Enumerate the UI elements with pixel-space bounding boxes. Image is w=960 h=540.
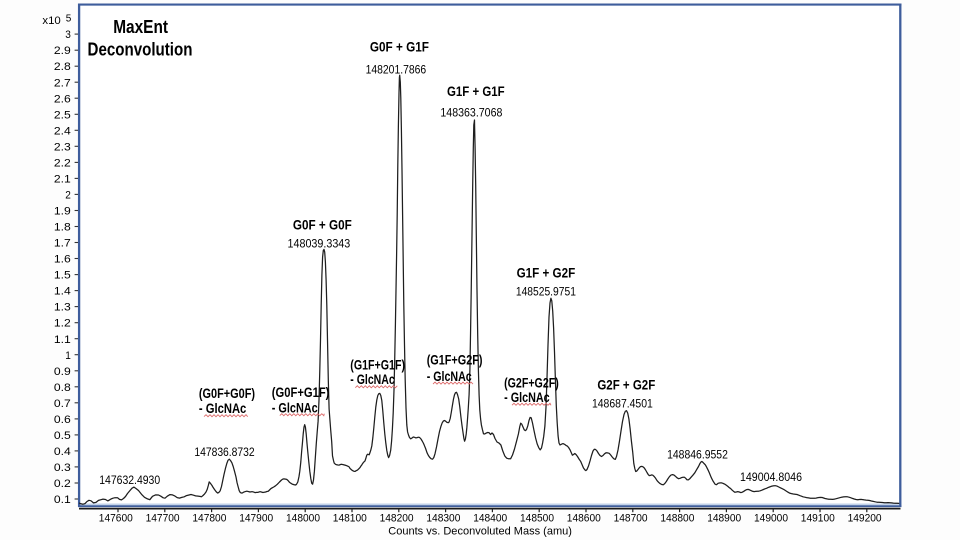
svg-text:1.3: 1.3 [54,302,71,314]
svg-text:148201.7866: 148201.7866 [366,65,427,77]
svg-text:G0F + G1F: G0F + G1F [370,39,429,55]
svg-text:1.4: 1.4 [54,286,71,298]
svg-text:147600: 147600 [99,512,133,524]
svg-text:0.8: 0.8 [54,382,71,394]
svg-text:1.8: 1.8 [54,222,71,234]
svg-text:148687.4501: 148687.4501 [592,398,653,410]
svg-text:1.6: 1.6 [54,254,71,266]
svg-text:0.9: 0.9 [54,366,71,378]
svg-text:148700: 148700 [614,512,648,524]
svg-text:G2F + G2F: G2F + G2F [597,377,655,393]
svg-text:148800: 148800 [660,512,694,524]
svg-text:2.6: 2.6 [54,93,71,105]
svg-text:- GlcNAc: - GlcNAc [350,372,394,388]
svg-text:2: 2 [65,190,71,202]
svg-text:1: 1 [65,350,71,362]
svg-text:2.4: 2.4 [54,125,71,137]
svg-text:147836.8732: 147836.8732 [194,447,254,459]
svg-text:x10: x10 [42,15,60,27]
svg-text:149200: 149200 [848,512,882,524]
svg-text:148363.7068: 148363.7068 [440,107,502,119]
svg-text:1.1: 1.1 [54,334,71,346]
svg-text:MaxEnt: MaxEnt [113,16,168,37]
svg-text:2.9: 2.9 [54,45,71,57]
svg-text:- GlcNAc: - GlcNAc [504,390,550,406]
svg-text:1.5: 1.5 [54,270,71,282]
svg-text:- GlcNAc: - GlcNAc [199,401,246,417]
svg-text:2.1: 2.1 [54,173,71,185]
svg-text:148900: 148900 [707,512,741,524]
svg-text:3: 3 [65,29,71,41]
svg-text:(G1F+G2F): (G1F+G2F) [427,352,483,368]
svg-text:149100: 149100 [801,512,835,524]
svg-text:149000: 149000 [754,512,788,524]
svg-text:0.4: 0.4 [54,446,71,458]
svg-text:0.2: 0.2 [54,478,71,490]
svg-text:G1F + G1F: G1F + G1F [447,84,505,100]
svg-text:1.7: 1.7 [54,238,71,250]
svg-text:148200: 148200 [380,512,414,524]
svg-text:(G1F+G1F): (G1F+G1F) [350,357,405,373]
svg-text:- GlcNAc: - GlcNAc [427,369,472,385]
svg-text:0.5: 0.5 [54,430,71,442]
svg-text:2.2: 2.2 [54,157,71,169]
svg-text:147800: 147800 [192,512,226,524]
svg-text:5: 5 [66,14,72,25]
svg-text:148600: 148600 [567,512,601,524]
svg-text:148500: 148500 [520,512,554,524]
svg-text:148039.3343: 148039.3343 [288,239,351,251]
svg-text:1.9: 1.9 [54,206,71,218]
svg-text:148846.9552: 148846.9552 [667,449,728,461]
svg-text:148525.9751: 148525.9751 [516,286,576,298]
svg-text:0.1: 0.1 [54,494,71,506]
svg-text:(G2F+G2F): (G2F+G2F) [504,376,559,392]
svg-text:148400: 148400 [473,512,507,524]
svg-text:(G0F+G1F): (G0F+G1F) [272,385,330,401]
svg-text:148300: 148300 [426,512,460,524]
svg-text:2.3: 2.3 [54,141,71,153]
svg-text:(G0F+G0F): (G0F+G0F) [199,386,255,402]
svg-text:0.6: 0.6 [54,414,71,426]
svg-text:147700: 147700 [146,512,180,524]
svg-text:Deconvolution: Deconvolution [88,39,193,60]
svg-text:1.2: 1.2 [54,318,71,330]
svg-text:Counts vs. Deconvoluted Mass (: Counts vs. Deconvoluted Mass (amu) [388,525,572,537]
svg-text:- GlcNAc: - GlcNAc [272,400,318,416]
svg-text:2.7: 2.7 [54,77,71,89]
svg-text:148100: 148100 [333,512,367,524]
svg-text:G0F + G0F: G0F + G0F [293,218,352,234]
svg-text:2.5: 2.5 [54,109,71,121]
svg-text:148000: 148000 [286,512,320,524]
svg-text:0.7: 0.7 [54,398,71,410]
svg-text:G1F + G2F: G1F + G2F [517,265,576,281]
svg-text:149004.8046: 149004.8046 [740,472,802,484]
svg-text:2.8: 2.8 [54,61,71,73]
svg-text:0.3: 0.3 [54,462,71,474]
svg-text:147900: 147900 [239,512,273,524]
svg-text:147632.4930: 147632.4930 [99,475,160,487]
